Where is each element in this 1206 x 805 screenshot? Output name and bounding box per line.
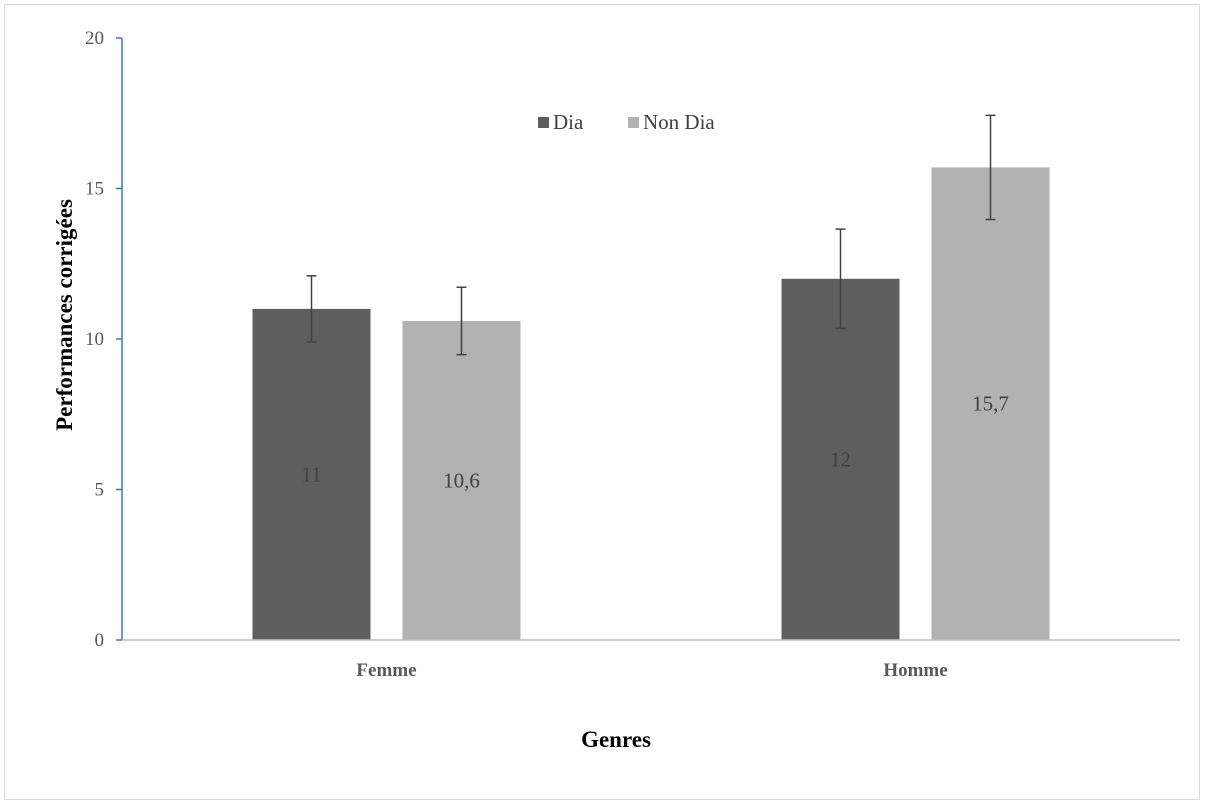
bar <box>781 278 900 640</box>
x-axis-categories: Femme Homme <box>356 660 947 681</box>
y-tick-label: 15 <box>85 179 104 200</box>
bar <box>252 308 371 640</box>
legend-label: Non Dia <box>643 110 715 134</box>
bar <box>402 320 521 640</box>
x-category-label: Femme <box>356 660 416 681</box>
y-tick-label: 20 <box>85 28 104 49</box>
legend-label: Dia <box>553 110 584 134</box>
data-label: 11 <box>301 462 321 486</box>
legend-swatch <box>538 117 549 128</box>
y-tick-label: 0 <box>95 630 105 651</box>
legend-swatch <box>628 117 639 128</box>
data-label: 15,7 <box>972 392 1009 416</box>
bar <box>931 167 1050 640</box>
data-labels-group: 11 10,6 12 15,7 <box>301 392 1008 493</box>
y-tick-label: 5 <box>95 480 105 501</box>
axes-group <box>121 38 1180 641</box>
data-label: 12 <box>830 447 851 471</box>
y-axis-ticks: 0 5 10 15 20 <box>85 28 122 651</box>
error-bars-group <box>306 114 996 356</box>
legend: Dia Non Dia <box>538 110 715 134</box>
y-axis-title: Performances corrigées <box>52 199 77 431</box>
x-axis-title: Genres <box>581 727 651 752</box>
y-tick-label: 10 <box>85 329 104 350</box>
bars-group <box>252 167 1050 640</box>
x-category-label: Homme <box>883 660 947 681</box>
data-label: 10,6 <box>443 468 480 492</box>
